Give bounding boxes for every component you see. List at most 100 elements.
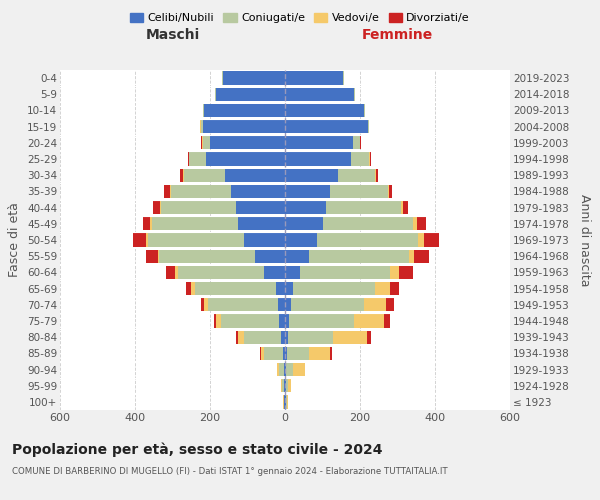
Bar: [166, 266, 175, 279]
Bar: [152, 217, 238, 230]
Bar: [323, 217, 413, 230]
Bar: [286, 363, 293, 376]
Bar: [310, 346, 330, 360]
Bar: [281, 330, 285, 344]
Bar: [370, 152, 371, 166]
Bar: [170, 185, 230, 198]
Bar: [191, 282, 195, 295]
Bar: [288, 330, 333, 344]
Bar: [203, 136, 210, 149]
Bar: [184, 168, 225, 182]
Bar: [289, 314, 355, 328]
Bar: [283, 379, 284, 392]
Bar: [265, 266, 285, 279]
Bar: [214, 314, 215, 328]
Bar: [285, 266, 300, 279]
Bar: [390, 266, 400, 279]
Bar: [281, 379, 283, 392]
Bar: [280, 314, 285, 328]
Y-axis label: Anni di nascita: Anni di nascita: [578, 194, 591, 286]
Bar: [150, 217, 152, 230]
Bar: [210, 136, 285, 149]
Bar: [415, 250, 430, 263]
Bar: [283, 346, 285, 360]
Bar: [285, 282, 293, 295]
Bar: [205, 104, 285, 117]
Bar: [285, 379, 286, 392]
Bar: [300, 266, 390, 279]
Bar: [287, 379, 292, 392]
Bar: [353, 136, 360, 149]
Bar: [275, 282, 285, 295]
Bar: [208, 298, 277, 312]
Bar: [401, 201, 403, 214]
Bar: [285, 250, 310, 263]
Bar: [333, 330, 367, 344]
Bar: [364, 104, 365, 117]
Bar: [343, 72, 344, 85]
Bar: [284, 363, 285, 376]
Bar: [215, 314, 221, 328]
Bar: [385, 314, 390, 328]
Bar: [285, 185, 330, 198]
Bar: [285, 136, 353, 149]
Bar: [236, 330, 238, 344]
Bar: [160, 201, 161, 214]
Bar: [238, 330, 244, 344]
Bar: [195, 282, 275, 295]
Bar: [400, 266, 413, 279]
Bar: [244, 234, 285, 246]
Bar: [285, 152, 350, 166]
Bar: [175, 266, 178, 279]
Text: COMUNE DI BARBERINO DI MUGELLO (FI) - Dati ISTAT 1° gennaio 2024 - Elaborazione : COMUNE DI BARBERINO DI MUGELLO (FI) - Da…: [12, 468, 448, 476]
Bar: [364, 298, 386, 312]
Bar: [178, 266, 265, 279]
Bar: [202, 298, 205, 312]
Bar: [200, 120, 203, 134]
Bar: [389, 185, 392, 198]
Bar: [215, 88, 285, 101]
Bar: [157, 250, 160, 263]
Bar: [286, 396, 287, 408]
Bar: [285, 120, 367, 134]
Bar: [148, 234, 244, 246]
Bar: [409, 250, 415, 263]
Bar: [188, 152, 190, 166]
Bar: [285, 201, 326, 214]
Bar: [180, 168, 183, 182]
Bar: [388, 185, 389, 198]
Bar: [277, 363, 278, 376]
Bar: [255, 250, 285, 263]
Bar: [285, 330, 288, 344]
Bar: [223, 72, 285, 85]
Bar: [284, 396, 285, 408]
Bar: [236, 201, 285, 214]
Bar: [355, 314, 385, 328]
Bar: [424, 234, 439, 246]
Bar: [277, 298, 285, 312]
Bar: [285, 346, 287, 360]
Bar: [206, 152, 285, 166]
Bar: [330, 346, 332, 360]
Bar: [285, 217, 323, 230]
Bar: [375, 168, 376, 182]
Bar: [185, 282, 191, 295]
Bar: [285, 88, 355, 101]
Bar: [293, 282, 375, 295]
Bar: [203, 120, 285, 134]
Bar: [154, 201, 160, 214]
Bar: [161, 201, 236, 214]
Bar: [285, 168, 337, 182]
Bar: [265, 346, 283, 360]
Text: Popolazione per età, sesso e stato civile - 2024: Popolazione per età, sesso e stato civil…: [12, 442, 383, 457]
Bar: [386, 298, 394, 312]
Bar: [390, 282, 400, 295]
Bar: [183, 168, 184, 182]
Y-axis label: Fasce di età: Fasce di età: [8, 202, 22, 278]
Bar: [285, 72, 343, 85]
Bar: [146, 234, 148, 246]
Bar: [205, 298, 208, 312]
Bar: [287, 346, 310, 360]
Bar: [417, 217, 427, 230]
Bar: [367, 330, 371, 344]
